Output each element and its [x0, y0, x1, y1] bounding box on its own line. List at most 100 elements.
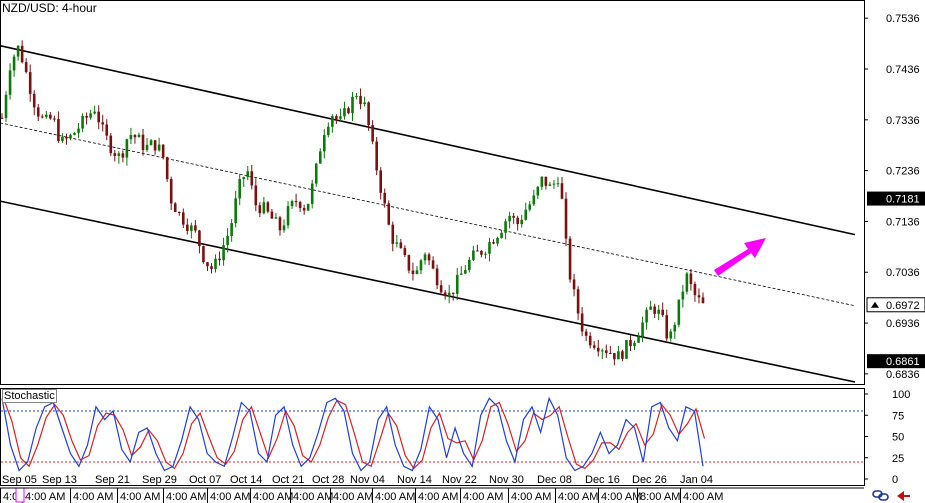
- candle-body: [125, 139, 129, 158]
- candle: [339, 108, 342, 122]
- candle-body: [407, 255, 411, 271]
- candle: [258, 202, 262, 218]
- candle-body: [447, 292, 451, 297]
- candle-body: [629, 339, 632, 347]
- candle: [359, 88, 362, 110]
- candle-body: [0, 117, 4, 119]
- candle-body: [177, 212, 181, 214]
- candle-body: [488, 242, 491, 254]
- price-tag-label: 0.6861: [886, 356, 920, 368]
- date-label: Sep 21: [95, 474, 130, 486]
- candle-body: [145, 145, 149, 151]
- candle: [202, 245, 205, 264]
- candle-body: [472, 250, 475, 260]
- time-label: 4:00 AM: [463, 491, 503, 503]
- candle-body: [701, 297, 705, 304]
- candle-body: [121, 153, 125, 158]
- candle: [161, 144, 165, 160]
- candles: [0, 40, 766, 366]
- candle: [45, 111, 48, 119]
- candle-body: [36, 107, 40, 117]
- candle-body: [57, 119, 60, 141]
- candle: [250, 164, 254, 190]
- candle: [673, 322, 677, 340]
- candle: [327, 122, 330, 138]
- candle: [274, 213, 278, 219]
- channel-lower-line: [0, 200, 856, 383]
- candle: [294, 193, 298, 207]
- candle-body: [298, 202, 302, 209]
- candle: [548, 181, 552, 187]
- candle: [459, 266, 463, 275]
- candle: [415, 265, 419, 275]
- candle-body: [173, 203, 177, 213]
- candle-body: [306, 203, 310, 211]
- candle-body: [443, 292, 447, 297]
- candle: [347, 106, 350, 115]
- candle-body: [427, 254, 431, 261]
- candle-body: [677, 299, 681, 325]
- candle: [190, 222, 193, 239]
- candle: [496, 236, 499, 247]
- candle-body: [592, 345, 596, 348]
- candle: [572, 273, 576, 297]
- candle: [355, 93, 358, 100]
- candle: [113, 150, 117, 162]
- candle-body: [653, 306, 656, 314]
- candle: [302, 204, 306, 215]
- candle-body: [266, 202, 270, 212]
- candle-body: [572, 279, 576, 290]
- candle-body: [290, 201, 294, 207]
- candle-body: [504, 221, 507, 233]
- candle: [218, 251, 221, 266]
- candle-body: [613, 353, 616, 360]
- candle-body: [689, 273, 693, 284]
- candle: [439, 280, 443, 294]
- candle: [484, 251, 487, 259]
- candle-body: [419, 260, 423, 271]
- channel-upper-line: [0, 44, 856, 236]
- candle-body: [661, 309, 665, 316]
- candle-body: [492, 242, 495, 244]
- candle-body: [363, 102, 366, 105]
- candle: [335, 114, 338, 124]
- candle: [504, 218, 507, 240]
- candle-body: [28, 72, 32, 94]
- candle-body: [69, 134, 72, 139]
- candle: [198, 229, 201, 254]
- candle: [552, 180, 556, 189]
- candle: [93, 105, 96, 115]
- link-icon: [872, 490, 889, 501]
- price-tag-label: 0.6972: [886, 300, 920, 312]
- candle-body: [45, 114, 48, 117]
- stoch-tick-label: 0: [892, 474, 898, 486]
- candle-body: [403, 248, 407, 256]
- candle: [625, 339, 628, 359]
- price-tag-marker: [871, 301, 879, 308]
- candle-body: [210, 266, 213, 270]
- candle-body: [153, 140, 157, 151]
- candle-body: [576, 289, 580, 314]
- candle: [262, 196, 266, 215]
- stoch-tick-label: 75: [892, 410, 904, 422]
- price-tag: 0.6972: [866, 297, 925, 313]
- candle-body: [89, 113, 92, 118]
- candle-body: [508, 215, 511, 222]
- candle: [588, 332, 592, 349]
- candle: [270, 209, 274, 219]
- candle-body: [685, 273, 689, 292]
- candle-body: [552, 183, 556, 185]
- candle: [101, 114, 105, 132]
- candle: [77, 123, 80, 139]
- candle-body: [359, 95, 362, 105]
- date-label: Dec 16: [585, 474, 620, 486]
- candle: [556, 176, 560, 188]
- candle: [685, 271, 689, 295]
- candle: [371, 120, 374, 145]
- stoch-tick-label: 100: [892, 389, 910, 401]
- candle-body: [480, 250, 483, 255]
- candle-body: [137, 134, 141, 138]
- candle-body: [327, 126, 330, 136]
- candle: [500, 230, 503, 239]
- time-axis: Sep 05 Sep 13 Sep 21 Sep 29 Oct 07 Oct 14 Oct …: [0, 474, 864, 503]
